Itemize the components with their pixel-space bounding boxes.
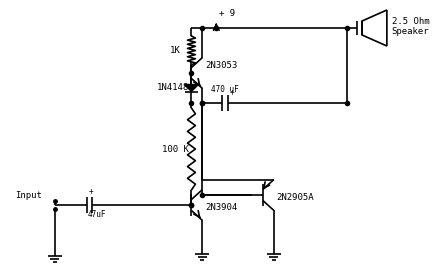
Text: 1N4148: 1N4148 <box>156 84 188 93</box>
Text: Input: Input <box>15 191 42 200</box>
Text: 100 K: 100 K <box>161 144 188 153</box>
Text: 2.5 Ohm: 2.5 Ohm <box>391 17 428 26</box>
Text: +: + <box>230 88 234 97</box>
Text: 2N2905A: 2N2905A <box>276 193 314 202</box>
Text: + 9: + 9 <box>219 9 235 18</box>
Text: 47uF: 47uF <box>87 210 106 219</box>
Text: +: + <box>88 187 93 196</box>
Text: 2N3053: 2N3053 <box>205 61 237 70</box>
Text: 470 uF: 470 uF <box>211 85 239 94</box>
Text: Speaker: Speaker <box>391 27 428 36</box>
Text: 1K: 1K <box>169 46 180 55</box>
Polygon shape <box>184 84 198 92</box>
Text: 2N3904: 2N3904 <box>205 203 237 212</box>
